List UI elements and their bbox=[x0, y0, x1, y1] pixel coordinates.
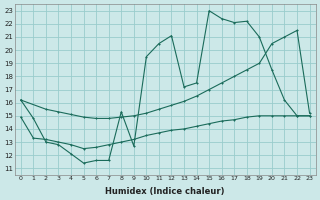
X-axis label: Humidex (Indice chaleur): Humidex (Indice chaleur) bbox=[106, 187, 225, 196]
